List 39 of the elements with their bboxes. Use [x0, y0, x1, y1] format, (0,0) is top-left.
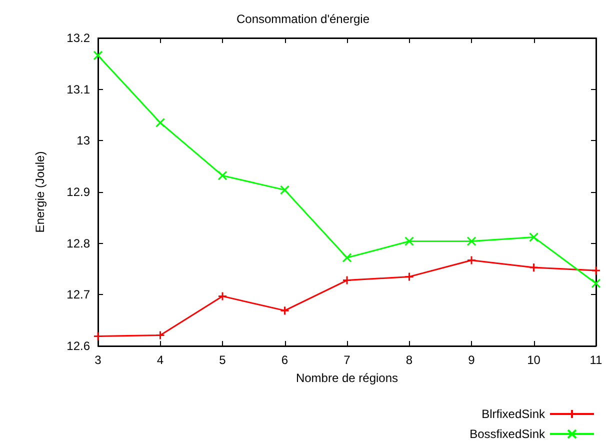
point: [591, 266, 601, 276]
y-axis-title: Energie (Joule): [33, 151, 47, 233]
point: [404, 272, 414, 282]
point: [280, 185, 290, 195]
y-tick-label: 12.8: [66, 236, 90, 250]
point: [156, 118, 165, 128]
point: [591, 278, 601, 288]
point: [218, 170, 228, 180]
point: [342, 252, 352, 262]
x-tick-label: 11: [590, 353, 603, 367]
x-tick-label: 7: [344, 353, 351, 367]
x-tick-label: 3: [94, 353, 102, 367]
x-tick-label: 8: [406, 353, 413, 367]
point: [156, 330, 165, 340]
point: [218, 291, 228, 301]
point: [93, 50, 103, 60]
y-tick-label: 12.9: [66, 185, 90, 199]
point: [342, 276, 352, 286]
x-tick-label: 9: [468, 353, 476, 367]
y-tick-label: 12.6: [66, 339, 90, 353]
x-tick-label: 10: [527, 353, 541, 367]
x-axis-title: Nombre de régions: [296, 371, 398, 385]
point: [529, 232, 538, 242]
point: [466, 236, 476, 246]
y-tick-label: 13: [76, 134, 90, 148]
y-tick-label: 13.2: [66, 31, 90, 45]
y-tick-label: 13.1: [66, 82, 90, 96]
y-tick-label: 12.7: [66, 288, 90, 302]
legend-label: BlrfixedSink: [482, 407, 546, 421]
point: [466, 256, 476, 266]
chart-title: Consommation d'énergie: [236, 12, 370, 26]
legend-label: BossfixedSink: [470, 427, 546, 441]
point: [404, 236, 414, 246]
point: [529, 262, 538, 272]
x-tick-label: 4: [156, 353, 164, 367]
point: [93, 331, 103, 341]
x-tick-label: 5: [219, 353, 226, 367]
x-tick-label: 6: [281, 353, 288, 367]
point: [280, 306, 290, 316]
